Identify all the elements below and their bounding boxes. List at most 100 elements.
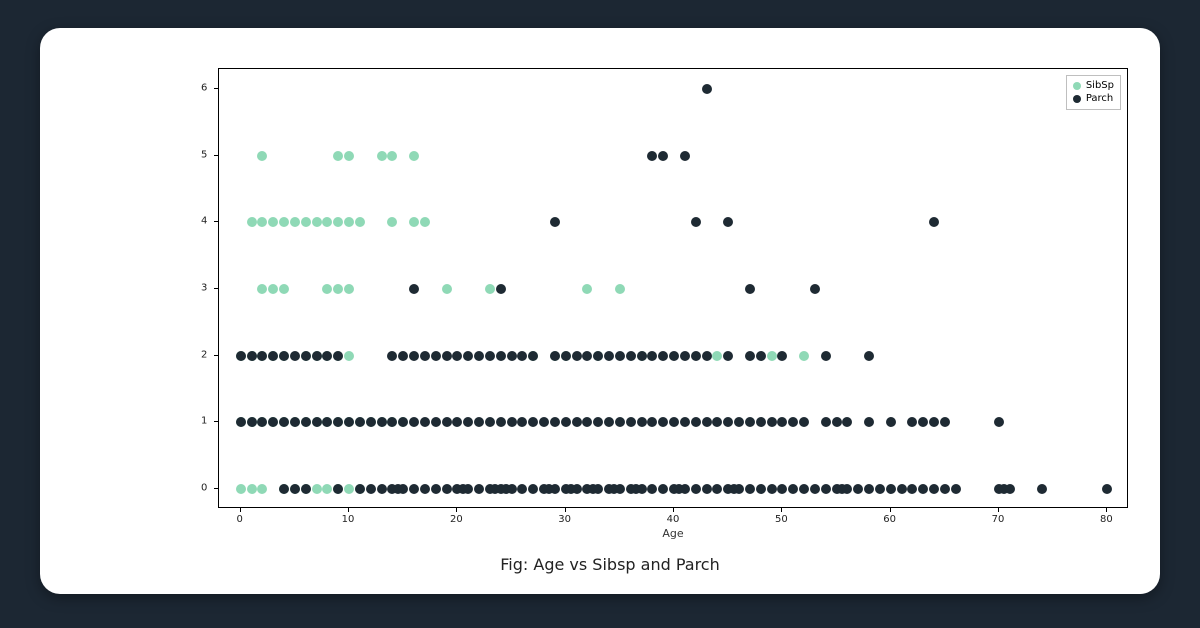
scatter-point bbox=[257, 151, 267, 161]
y-tick-mark bbox=[214, 155, 218, 156]
y-tick-label: 6 bbox=[201, 83, 207, 94]
x-tick-label: 40 bbox=[667, 514, 680, 525]
scatter-point bbox=[420, 417, 430, 427]
scatter-point bbox=[279, 484, 289, 494]
scatter-point bbox=[290, 351, 300, 361]
scatter-point bbox=[539, 417, 549, 427]
scatter-point bbox=[647, 151, 657, 161]
scatter-point bbox=[409, 284, 419, 294]
x-tick-label: 50 bbox=[775, 514, 788, 525]
scatter-point bbox=[582, 351, 592, 361]
legend-item: SibSp bbox=[1073, 79, 1114, 92]
scatter-point bbox=[810, 284, 820, 294]
scatter-point bbox=[322, 217, 332, 227]
x-tick-mark bbox=[998, 508, 999, 512]
scatter-point bbox=[398, 484, 408, 494]
legend: SibSpParch bbox=[1066, 75, 1121, 110]
scatter-point bbox=[799, 417, 809, 427]
scatter-point bbox=[463, 351, 473, 361]
scatter-point bbox=[333, 151, 343, 161]
scatter-point bbox=[312, 217, 322, 227]
scatter-point bbox=[745, 484, 755, 494]
x-tick-label: 70 bbox=[992, 514, 1005, 525]
scatter-point bbox=[344, 217, 354, 227]
scatter-point bbox=[691, 484, 701, 494]
scatter-point bbox=[236, 484, 246, 494]
scatter-point bbox=[247, 351, 257, 361]
scatter-point bbox=[485, 351, 495, 361]
scatter-point bbox=[712, 417, 722, 427]
scatter-point bbox=[777, 351, 787, 361]
scatter-point bbox=[669, 417, 679, 427]
scatter-point bbox=[442, 484, 452, 494]
scatter-point bbox=[821, 417, 831, 427]
x-axis-label: Age bbox=[662, 527, 683, 540]
scatter-point bbox=[301, 217, 311, 227]
scatter-point bbox=[366, 484, 376, 494]
scatter-point bbox=[680, 484, 690, 494]
scatter-point bbox=[745, 284, 755, 294]
scatter-point bbox=[279, 417, 289, 427]
scatter-point bbox=[637, 351, 647, 361]
scatter-point bbox=[398, 417, 408, 427]
x-tick-mark bbox=[348, 508, 349, 512]
scatter-point bbox=[734, 484, 744, 494]
scatter-point bbox=[647, 484, 657, 494]
scatter-point bbox=[658, 351, 668, 361]
scatter-point bbox=[1037, 484, 1047, 494]
scatter-point bbox=[333, 284, 343, 294]
scatter-point bbox=[377, 484, 387, 494]
x-tick-mark bbox=[890, 508, 891, 512]
scatter-point bbox=[1102, 484, 1112, 494]
scatter-point bbox=[247, 217, 257, 227]
scatter-point bbox=[994, 417, 1004, 427]
y-tick-label: 5 bbox=[201, 149, 207, 160]
scatter-point bbox=[799, 484, 809, 494]
scatter-point bbox=[864, 417, 874, 427]
scatter-point bbox=[333, 417, 343, 427]
y-tick-label: 1 bbox=[201, 416, 207, 427]
chart-card: SibSpParch Fig: Age vs Sibsp and Parch 0… bbox=[40, 28, 1160, 594]
x-tick-mark bbox=[240, 508, 241, 512]
scatter-point bbox=[322, 351, 332, 361]
scatter-point bbox=[821, 351, 831, 361]
scatter-point bbox=[929, 217, 939, 227]
scatter-point bbox=[907, 417, 917, 427]
scatter-point bbox=[312, 351, 322, 361]
scatter-point bbox=[452, 417, 462, 427]
scatter-point bbox=[712, 351, 722, 361]
scatter-point bbox=[312, 417, 322, 427]
scatter-point bbox=[604, 351, 614, 361]
scatter-point bbox=[626, 351, 636, 361]
scatter-point bbox=[268, 217, 278, 227]
scatter-point bbox=[236, 417, 246, 427]
scatter-point bbox=[561, 417, 571, 427]
scatter-point bbox=[377, 151, 387, 161]
scatter-point bbox=[745, 351, 755, 361]
scatter-point bbox=[409, 151, 419, 161]
scatter-point bbox=[507, 417, 517, 427]
scatter-point bbox=[702, 417, 712, 427]
scatter-point bbox=[626, 417, 636, 427]
scatter-point bbox=[463, 417, 473, 427]
scatter-point bbox=[355, 484, 365, 494]
scatter-point bbox=[268, 284, 278, 294]
scatter-point bbox=[832, 417, 842, 427]
scatter-point bbox=[637, 417, 647, 427]
scatter-point bbox=[702, 484, 712, 494]
y-tick-label: 0 bbox=[201, 483, 207, 494]
scatter-point bbox=[756, 417, 766, 427]
scatter-point bbox=[333, 484, 343, 494]
scatter-point bbox=[951, 484, 961, 494]
legend-label: SibSp bbox=[1086, 79, 1114, 92]
scatter-point bbox=[431, 351, 441, 361]
scatter-point bbox=[496, 284, 506, 294]
scatter-point bbox=[777, 417, 787, 427]
scatter-point bbox=[442, 284, 452, 294]
scatter-point bbox=[409, 217, 419, 227]
scatter-point bbox=[593, 417, 603, 427]
scatter-point bbox=[604, 417, 614, 427]
scatter-point bbox=[658, 417, 668, 427]
scatter-point bbox=[853, 484, 863, 494]
legend-item: Parch bbox=[1073, 92, 1114, 105]
